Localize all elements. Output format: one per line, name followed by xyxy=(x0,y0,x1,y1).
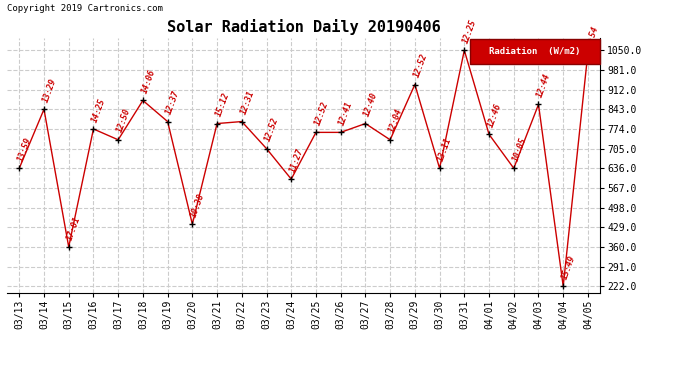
Point xyxy=(533,102,544,108)
Text: 17:01: 17:01 xyxy=(66,214,83,241)
Point xyxy=(187,221,198,227)
Text: 12:40: 12:40 xyxy=(362,91,380,118)
Point xyxy=(310,129,322,135)
Text: 10:38: 10:38 xyxy=(189,192,206,218)
Text: 13:59: 13:59 xyxy=(17,136,33,163)
Text: 12:44: 12:44 xyxy=(535,72,553,99)
Point xyxy=(286,176,297,182)
Point xyxy=(434,165,445,171)
Point xyxy=(236,118,247,124)
Text: 12:25: 12:25 xyxy=(462,18,478,45)
Point xyxy=(137,98,148,104)
Point xyxy=(509,165,520,171)
Text: 15:49: 15:49 xyxy=(560,254,578,280)
Text: 14:06: 14:06 xyxy=(140,68,157,95)
Point xyxy=(162,118,173,124)
Point xyxy=(484,131,495,137)
Text: 12:46: 12:46 xyxy=(486,102,503,129)
Point xyxy=(14,165,25,171)
Text: Copyright 2019 Cartronics.com: Copyright 2019 Cartronics.com xyxy=(7,4,163,13)
Text: 12:52: 12:52 xyxy=(264,116,281,143)
Text: Radiation  (W/m2): Radiation (W/m2) xyxy=(489,47,581,56)
Point xyxy=(63,244,75,250)
Text: 12:31: 12:31 xyxy=(239,89,256,116)
Point xyxy=(261,146,272,152)
Point xyxy=(335,129,346,135)
Point xyxy=(360,120,371,126)
Point xyxy=(88,126,99,132)
Text: 12:52: 12:52 xyxy=(313,100,330,127)
Title: Solar Radiation Daily 20190406: Solar Radiation Daily 20190406 xyxy=(167,19,440,35)
Text: 12:41: 12:41 xyxy=(337,100,355,127)
Point xyxy=(558,283,569,289)
Text: 12:52: 12:52 xyxy=(412,52,429,79)
FancyBboxPatch shape xyxy=(470,39,600,64)
Point xyxy=(459,47,470,53)
Text: 12:37: 12:37 xyxy=(165,89,181,116)
Text: 12:50: 12:50 xyxy=(115,108,132,134)
Point xyxy=(212,120,223,126)
Point xyxy=(39,106,50,112)
Point xyxy=(582,50,593,55)
Text: 13:29: 13:29 xyxy=(41,77,58,104)
Point xyxy=(384,137,395,143)
Text: 11:27: 11:27 xyxy=(288,147,305,173)
Text: 9:54: 9:54 xyxy=(585,25,600,46)
Text: 15:12: 15:12 xyxy=(214,91,231,118)
Point xyxy=(409,81,420,87)
Point xyxy=(112,137,124,143)
Text: 14:25: 14:25 xyxy=(90,97,108,123)
Text: 12:04: 12:04 xyxy=(387,108,404,134)
Text: 13:11: 13:11 xyxy=(437,136,453,163)
Text: 10:05: 10:05 xyxy=(511,136,528,163)
